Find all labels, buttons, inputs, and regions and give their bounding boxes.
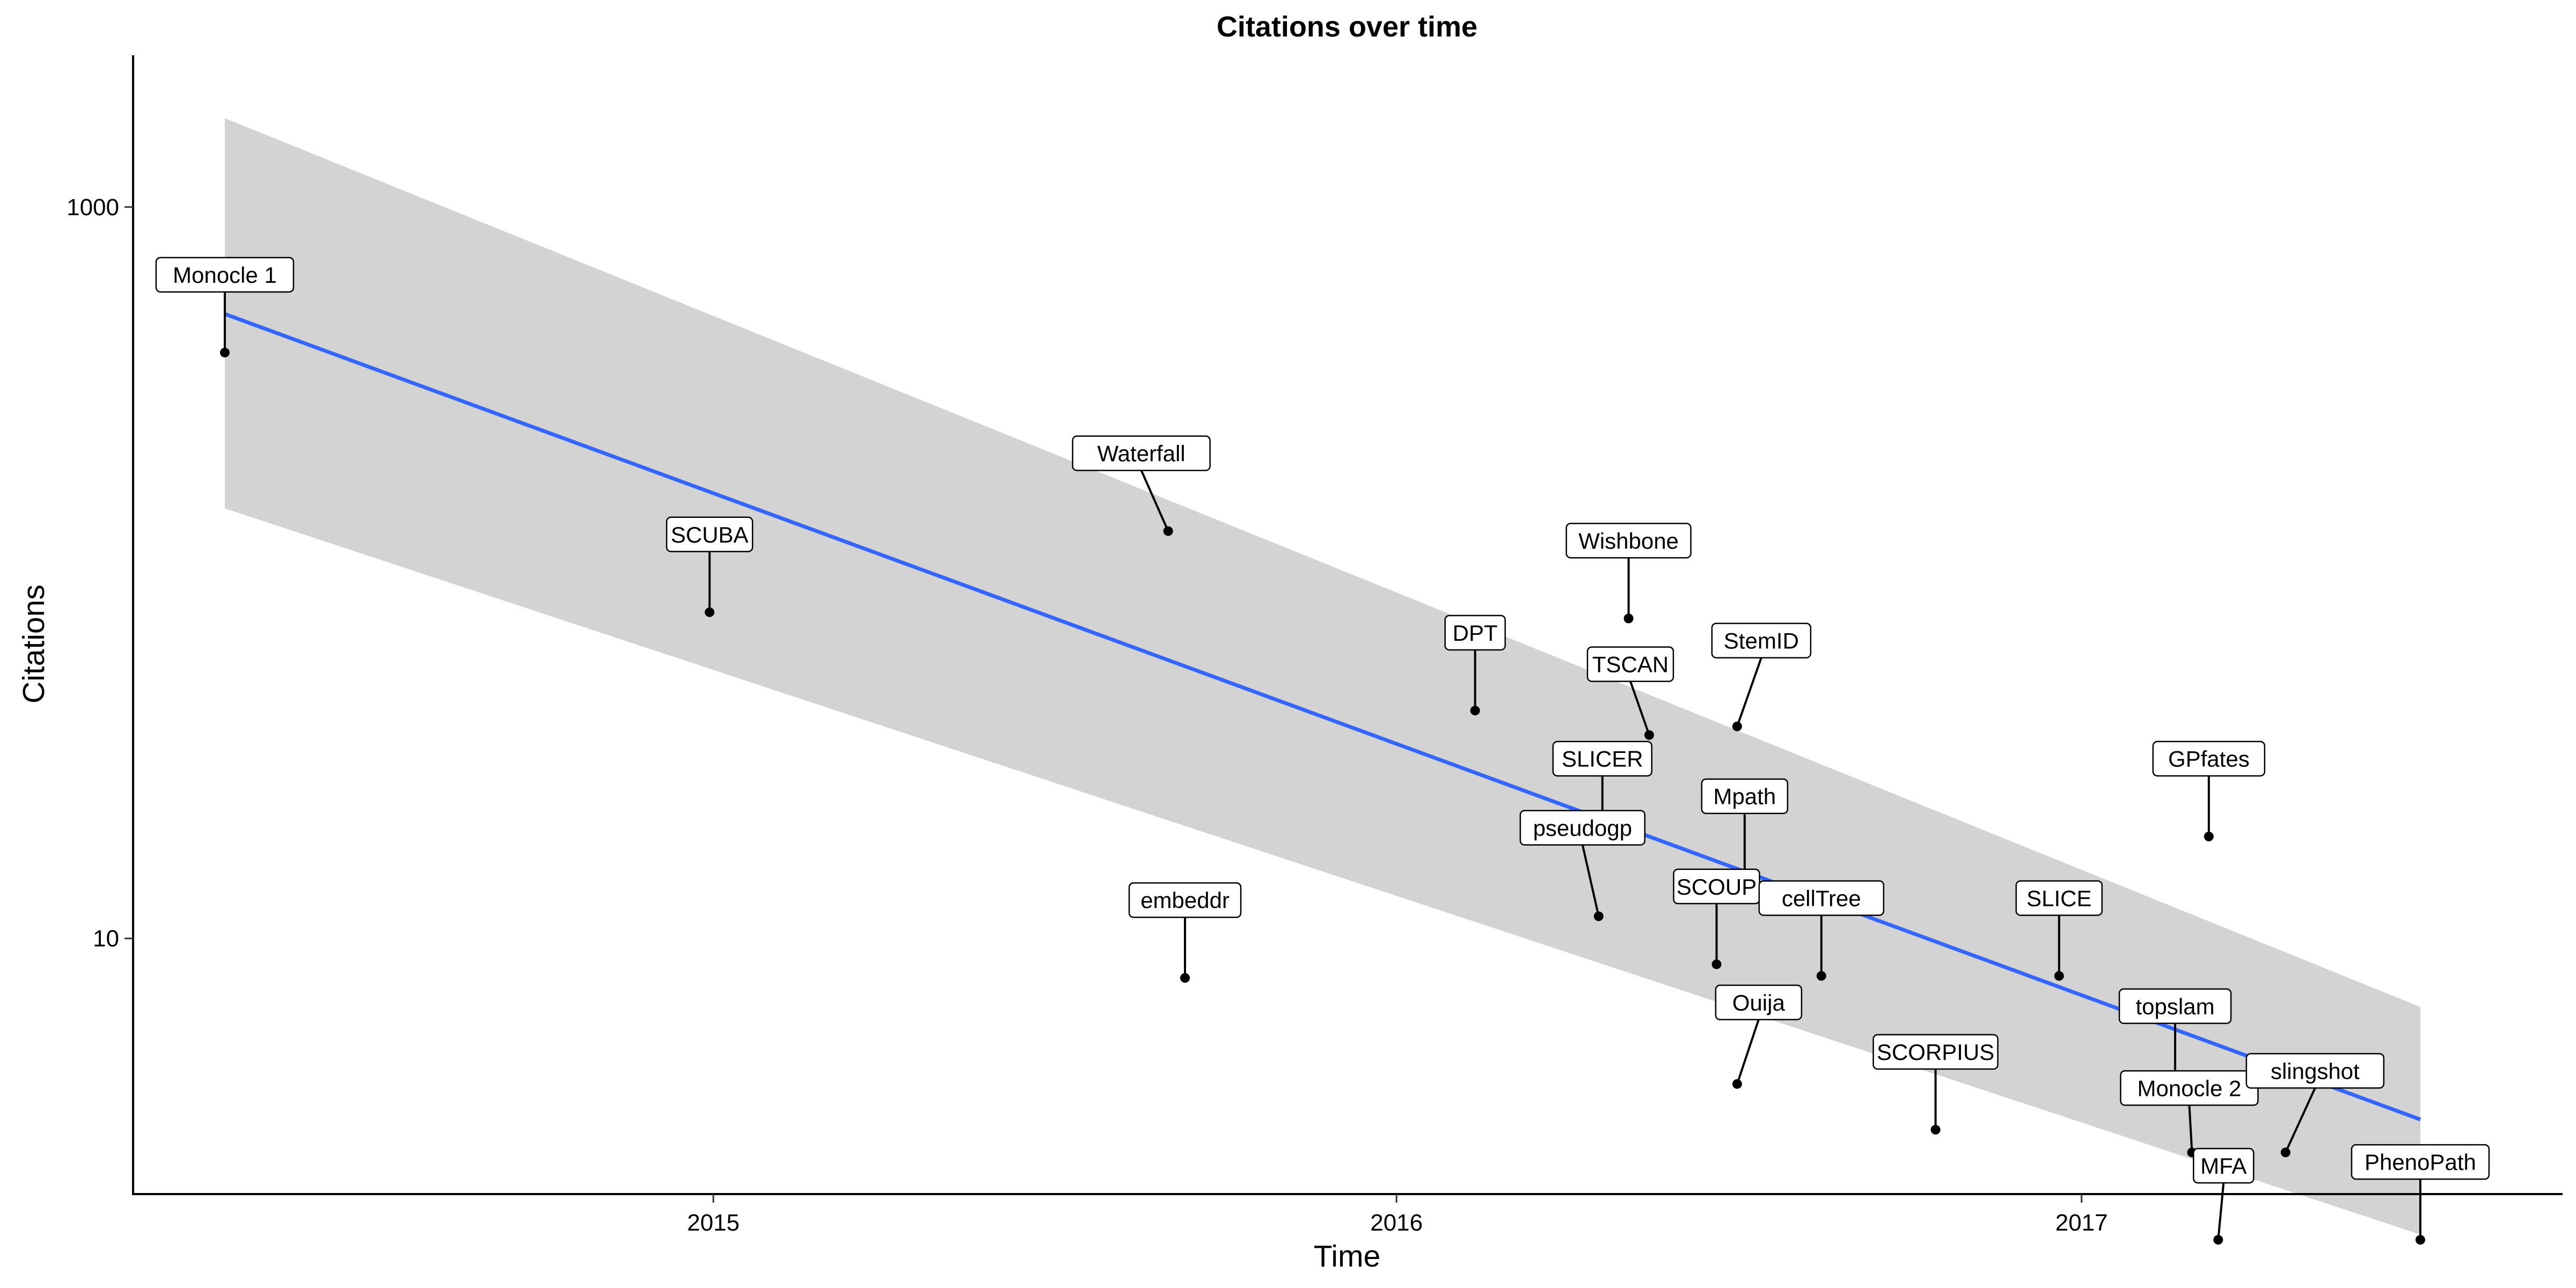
data-label-box-6	[1586, 646, 1674, 682]
data-point-15	[2054, 971, 2064, 981]
data-label-12: Ouija	[1732, 990, 1785, 1015]
data-label-box-0	[155, 257, 295, 293]
data-label-box-2	[1072, 435, 1211, 471]
data-label-box-19	[2245, 1053, 2385, 1089]
data-label-14: SCORPIUS	[1877, 1040, 1994, 1065]
point-connector-20	[2217, 1182, 2225, 1240]
data-point-7	[1732, 721, 1742, 731]
data-label-box-16	[2152, 741, 2266, 777]
data-label-box-5	[1565, 523, 1692, 559]
data-label-13: cellTree	[1782, 885, 1861, 911]
data-label-6: TSCAN	[1592, 652, 1668, 677]
point-connector-18	[2188, 1105, 2193, 1153]
data-label-box-7	[1711, 623, 1812, 658]
data-label-15: SLICE	[2026, 885, 2091, 911]
data-label-box-8	[1552, 741, 1653, 777]
y-axis-title: Citations	[17, 584, 51, 704]
x-tick-label-1: 2016	[1370, 1210, 1423, 1236]
y-tick-label-1: 1000	[67, 194, 119, 221]
y-tick-label-0: 10	[93, 926, 119, 952]
data-label-17: topslam	[2136, 994, 2215, 1019]
data-label-box-13	[1758, 880, 1885, 916]
data-point-2	[1163, 526, 1173, 536]
data-label-2: Waterfall	[1097, 441, 1185, 466]
confidence-band	[224, 118, 2420, 1235]
data-label-box-1	[665, 516, 753, 553]
data-point-20	[2213, 1235, 2223, 1245]
data-label-0: Monocle 1	[173, 262, 277, 288]
data-label-8: SLICER	[1562, 747, 1643, 772]
data-label-box-15	[2015, 880, 2103, 916]
data-label-18: Monocle 2	[2138, 1075, 2242, 1101]
data-label-box-20	[2193, 1147, 2255, 1184]
data-point-11	[1711, 959, 1722, 969]
data-label-19: slingshot	[2271, 1058, 2360, 1084]
data-label-11: SCOUP	[1677, 874, 1757, 899]
data-point-21	[2415, 1235, 2425, 1245]
data-point-16	[2204, 831, 2214, 841]
data-label-1: SCUBA	[671, 522, 749, 547]
point-connector-12	[1736, 1019, 1760, 1085]
point-connector-6	[1629, 680, 1650, 736]
data-label-5: Wishbone	[1578, 528, 1679, 553]
data-label-box-12	[1715, 984, 1803, 1021]
point-connector-2	[1140, 470, 1169, 532]
data-point-5	[1623, 613, 1634, 624]
data-label-20: MFA	[2200, 1153, 2246, 1179]
data-label-box-9	[1519, 810, 1646, 846]
data-point-1	[705, 607, 715, 617]
data-label-16: GPfates	[2168, 747, 2250, 772]
data-point-0	[219, 347, 230, 357]
data-label-box-3	[1128, 882, 1242, 918]
data-label-4: DPT	[1453, 620, 1498, 646]
data-label-21: PhenoPath	[2365, 1150, 2476, 1175]
data-label-9: pseudogp	[1533, 815, 1633, 840]
axis-ticks: 2015 2016 2017 10 1000	[67, 194, 2108, 1236]
data-label-3: embeddr	[1140, 888, 1230, 913]
data-point-19	[2280, 1147, 2290, 1158]
data-point-6	[1644, 730, 1655, 740]
data-point-9	[1593, 911, 1604, 921]
x-axis-title: Time	[1314, 1239, 1381, 1274]
data-label-box-17	[2118, 988, 2232, 1024]
plot-area: Monocle 1 SCUBA Waterfall embeddr DPT Wishbon…	[155, 118, 2490, 1245]
data-point-3	[1180, 973, 1190, 983]
x-tick-label-2: 2017	[2055, 1210, 2108, 1236]
point-connector-9	[1581, 844, 1600, 917]
data-label-10: Mpath	[1714, 784, 1776, 809]
data-point-4	[1470, 705, 1480, 715]
point-connector-7	[1736, 657, 1762, 727]
data-label-box-21	[2351, 1144, 2490, 1180]
data-label-box-14	[1872, 1034, 1999, 1070]
data-label-box-10	[1701, 778, 1789, 814]
data-point-13	[1816, 971, 1826, 981]
data-label-box-4	[1444, 614, 1506, 651]
data-point-14	[1930, 1125, 1941, 1135]
trend-line	[224, 312, 2421, 1122]
data-label-7: StemID	[1724, 628, 1799, 654]
x-tick-label-0: 2015	[687, 1210, 740, 1236]
data-point-12	[1732, 1079, 1742, 1089]
chart-title: Citations over time	[1217, 11, 1477, 43]
point-connector-19	[2285, 1087, 2316, 1153]
